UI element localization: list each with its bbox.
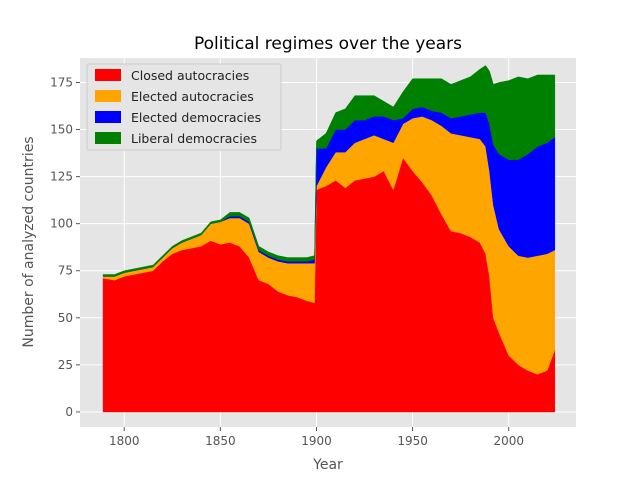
legend-label-1: Elected autocracies — [131, 89, 254, 104]
legend-swatch-1 — [95, 90, 121, 102]
legend-swatch-3 — [95, 132, 121, 144]
x-axis-ticks: 1800 1850 1900 1950 2000 — [109, 427, 524, 448]
y-axis-label: Number of analyzed countries — [21, 136, 37, 347]
x-tick-label-0: 1800 — [109, 434, 140, 448]
y-axis-ticks: 0 25 50 75 100 125 150 175 — [50, 75, 80, 419]
legend-swatch-0 — [95, 69, 121, 81]
chart-title: Political regimes over the years — [194, 34, 462, 54]
x-tick-label-1: 1850 — [205, 434, 236, 448]
legend-box — [86, 63, 282, 151]
legend-swatch-2 — [95, 111, 121, 123]
legend: Closed autocracies Elected autocracies Ele… — [86, 63, 282, 151]
x-axis-label: Year — [312, 457, 343, 473]
y-tick-label-2: 50 — [58, 311, 73, 325]
y-tick-label-6: 150 — [50, 123, 73, 137]
x-tick-label-4: 2000 — [493, 434, 524, 448]
legend-label-0: Closed autocracies — [131, 68, 249, 83]
y-tick-label-5: 125 — [50, 170, 73, 184]
x-tick-label-3: 1950 — [397, 434, 428, 448]
y-tick-label-0: 0 — [65, 405, 73, 419]
y-tick-label-4: 100 — [50, 217, 73, 231]
legend-label-3: Liberal democracies — [131, 131, 257, 146]
y-tick-label-1: 25 — [58, 358, 73, 372]
y-tick-label-7: 175 — [50, 75, 73, 89]
x-tick-label-2: 1900 — [301, 434, 332, 448]
y-tick-label-3: 75 — [58, 264, 73, 278]
legend-label-2: Elected democracies — [131, 110, 261, 125]
stacked-areas — [102, 65, 556, 413]
area-series-3 — [102, 65, 556, 277]
